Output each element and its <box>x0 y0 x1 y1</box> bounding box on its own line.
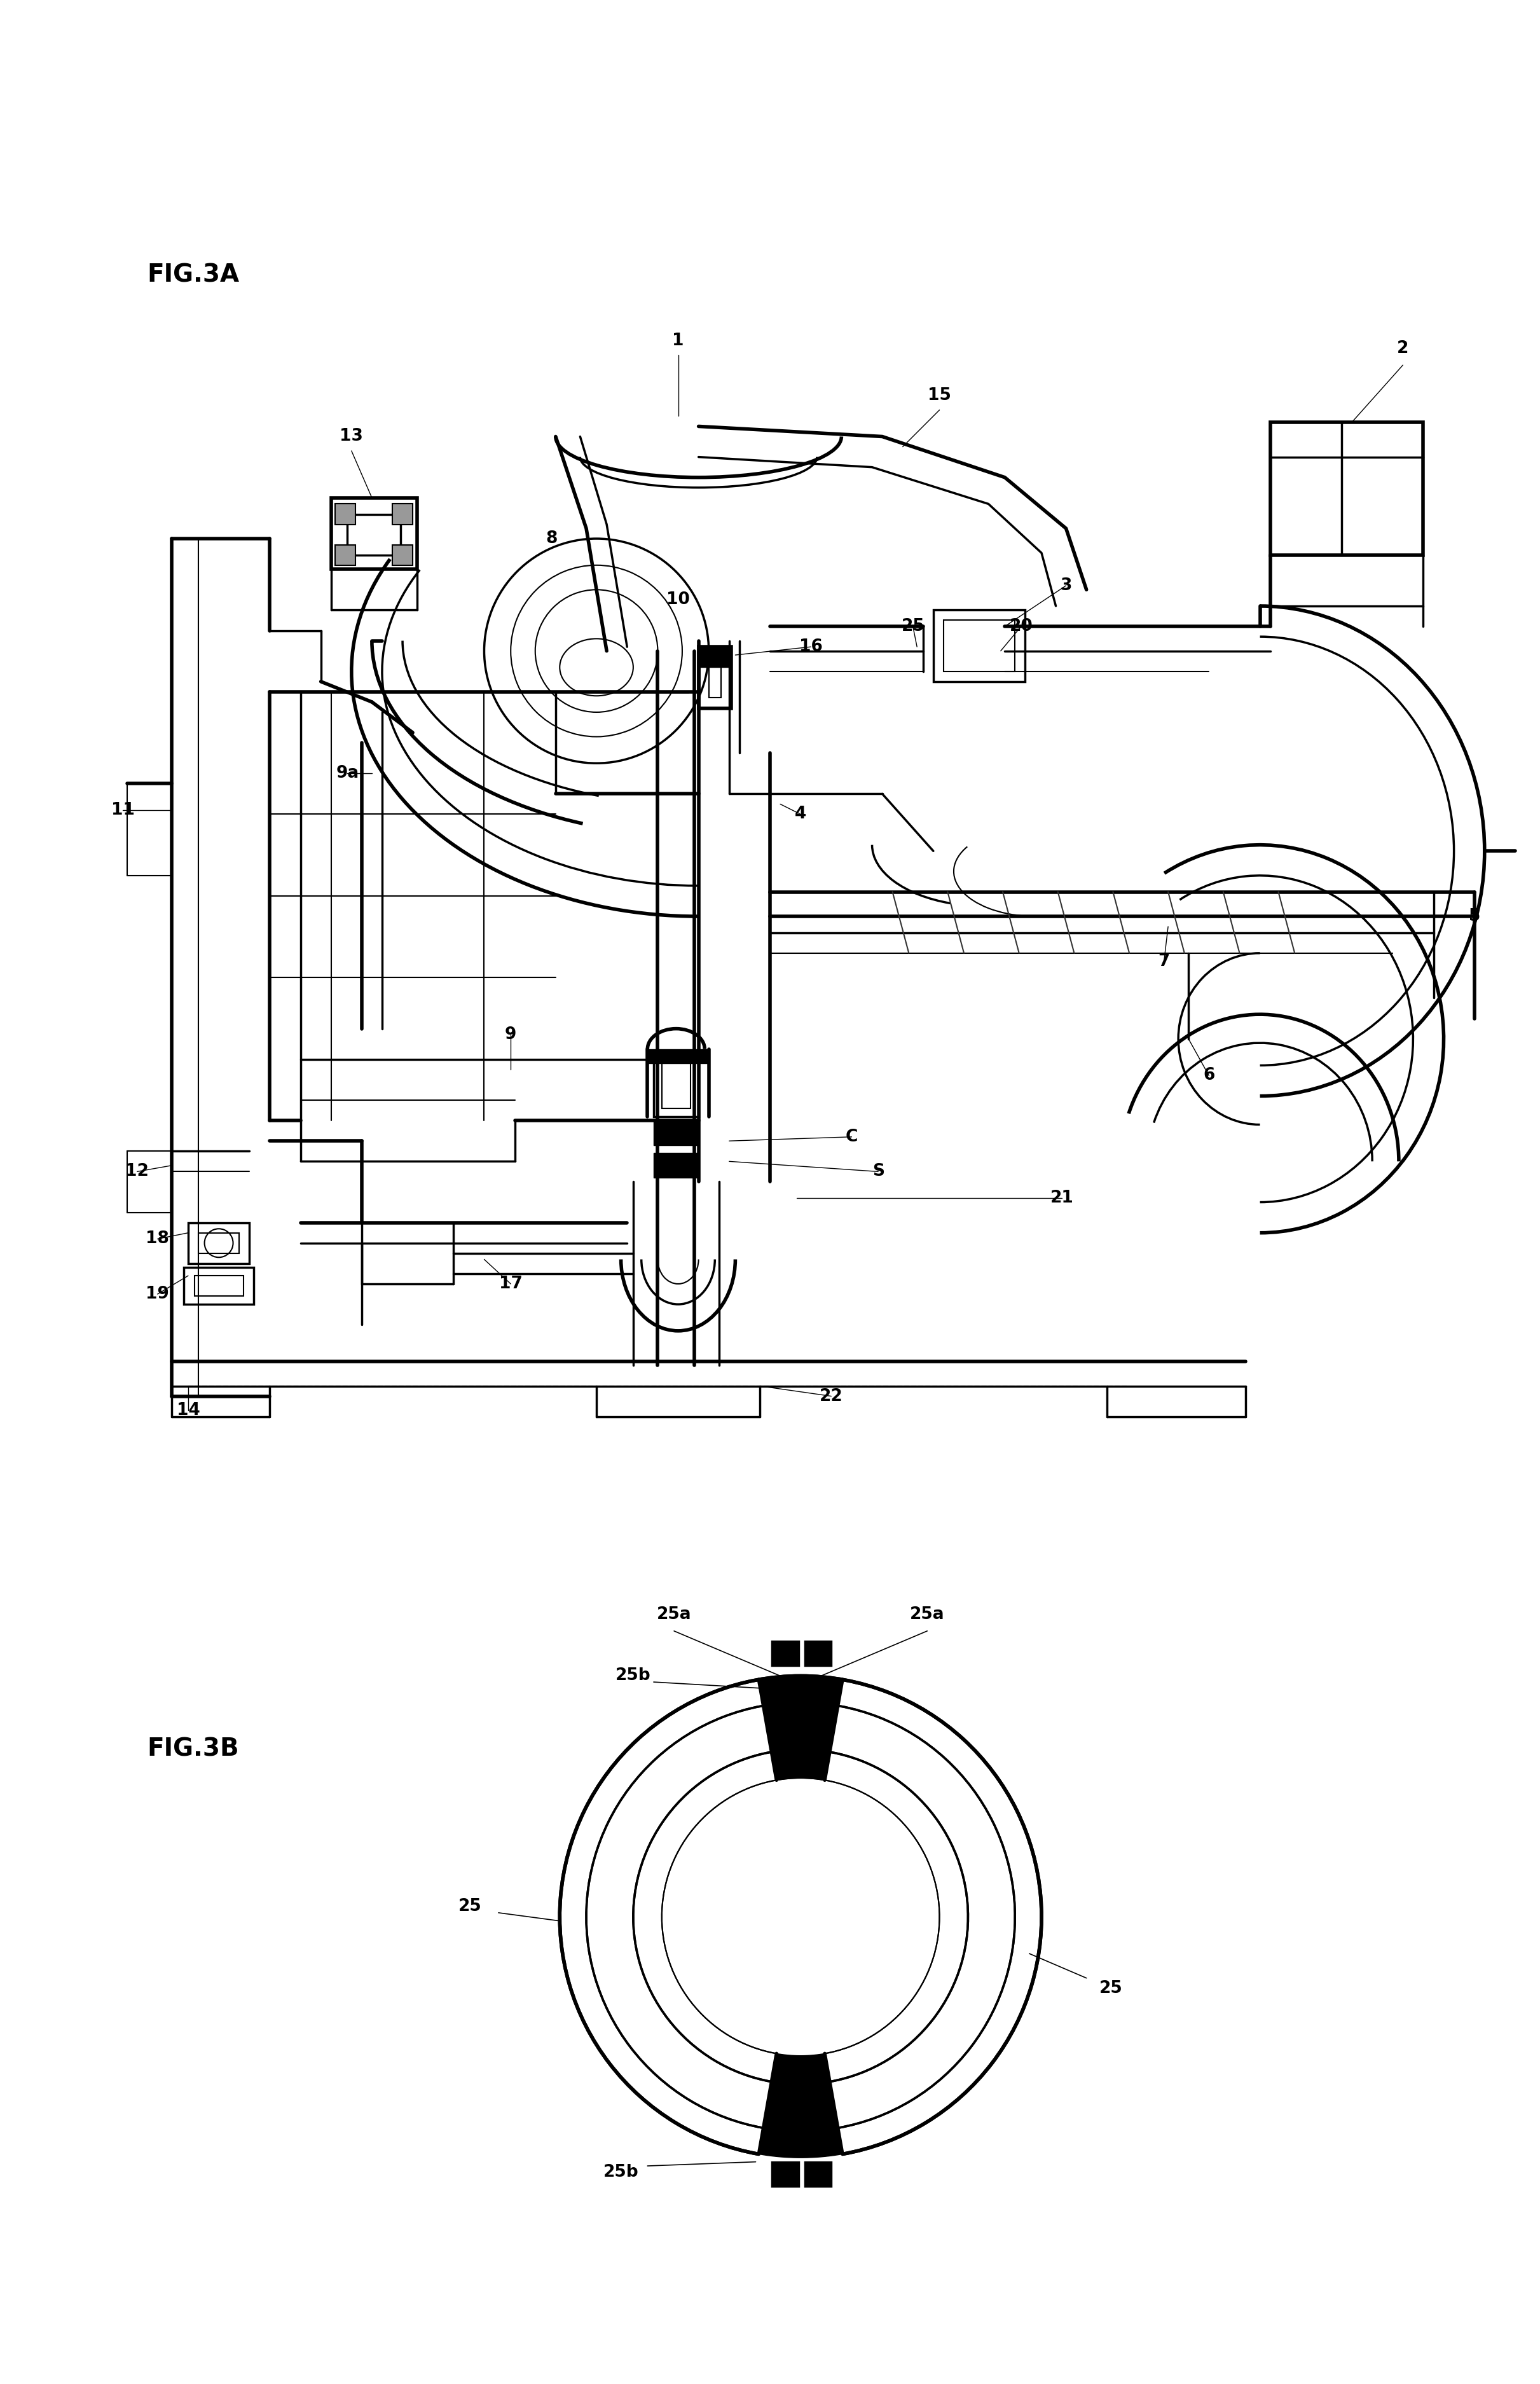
Text: 1: 1 <box>673 331 684 348</box>
Polygon shape <box>772 1640 799 1666</box>
Bar <box>699 646 731 708</box>
Text: FIG.3B: FIG.3B <box>148 1738 239 1762</box>
Text: C: C <box>845 1128 858 1144</box>
Text: 15: 15 <box>927 389 952 403</box>
Polygon shape <box>759 2053 842 2158</box>
Text: 19: 19 <box>146 1285 169 1302</box>
Bar <box>805 1640 832 1666</box>
Text: 4: 4 <box>795 806 807 822</box>
Bar <box>393 546 413 565</box>
Text: 25a: 25a <box>910 1607 944 1624</box>
Text: 7: 7 <box>1158 954 1170 970</box>
Polygon shape <box>805 2162 832 2186</box>
Text: 18: 18 <box>146 1230 169 1247</box>
Polygon shape <box>647 1049 708 1063</box>
Bar <box>331 498 417 570</box>
Text: 2: 2 <box>1397 341 1409 358</box>
Text: 12: 12 <box>125 1163 149 1180</box>
Bar <box>772 1640 799 1666</box>
Text: 9a: 9a <box>336 765 359 782</box>
Polygon shape <box>653 1154 699 1178</box>
Text: 21: 21 <box>1050 1190 1073 1206</box>
Text: 25: 25 <box>1100 1981 1123 1995</box>
Text: 11: 11 <box>111 801 134 818</box>
Text: 16: 16 <box>799 639 822 656</box>
Bar <box>188 1223 249 1264</box>
Bar <box>393 503 413 524</box>
Text: 25b: 25b <box>616 1669 651 1683</box>
Text: FIG.3A: FIG.3A <box>148 262 240 286</box>
Bar <box>185 1268 254 1304</box>
Bar <box>653 1056 699 1116</box>
Bar <box>194 1275 243 1297</box>
Polygon shape <box>772 2162 799 2186</box>
Text: 10: 10 <box>667 591 690 608</box>
Bar <box>772 2162 799 2186</box>
Bar <box>336 503 356 524</box>
Text: 25: 25 <box>459 1898 482 1914</box>
Text: 25: 25 <box>901 617 924 634</box>
Text: 20: 20 <box>1009 617 1033 634</box>
Text: 13: 13 <box>340 429 363 446</box>
Text: 9: 9 <box>505 1028 516 1044</box>
Bar <box>805 2162 832 2186</box>
Bar <box>708 658 721 699</box>
Polygon shape <box>759 1676 842 1781</box>
Bar <box>1270 422 1423 555</box>
Bar <box>944 620 1015 672</box>
Text: 14: 14 <box>177 1402 200 1418</box>
Text: 6: 6 <box>1203 1068 1215 1085</box>
Polygon shape <box>653 1120 699 1144</box>
Polygon shape <box>805 1640 832 1666</box>
Text: 3: 3 <box>1060 577 1072 594</box>
Polygon shape <box>699 646 731 668</box>
Text: 25a: 25a <box>656 1607 691 1624</box>
Text: 5: 5 <box>1469 908 1480 925</box>
Text: 8: 8 <box>545 529 557 546</box>
Bar <box>348 515 400 555</box>
Text: 22: 22 <box>819 1387 842 1404</box>
Text: 25b: 25b <box>604 2165 639 2181</box>
Bar <box>336 546 356 565</box>
Bar <box>662 1063 690 1109</box>
Text: 17: 17 <box>499 1275 522 1292</box>
Bar <box>199 1233 239 1254</box>
Bar <box>933 610 1026 682</box>
Text: S: S <box>872 1163 884 1180</box>
